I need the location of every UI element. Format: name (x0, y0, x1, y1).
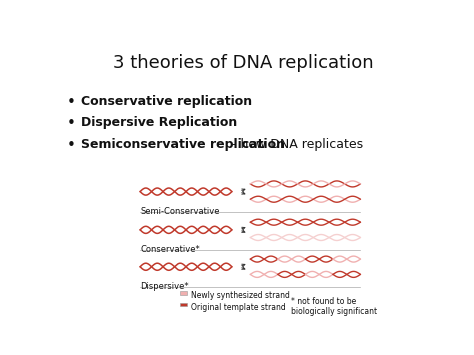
Text: Newly synthesized strand: Newly synthesized strand (191, 291, 290, 300)
Text: Conservative*: Conservative* (140, 245, 200, 254)
Bar (181, 303, 187, 306)
Bar (181, 291, 187, 295)
Text: Dispersive*: Dispersive* (140, 282, 189, 291)
Text: - how DNA replicates: - how DNA replicates (228, 138, 364, 151)
Text: •: • (66, 116, 75, 131)
Text: Conservative replication: Conservative replication (82, 94, 253, 108)
Text: Original template strand: Original template strand (191, 303, 285, 312)
Text: Dispersive Replication: Dispersive Replication (82, 116, 237, 130)
Text: •: • (66, 94, 75, 110)
Text: Semiconservative replication: Semiconservative replication (82, 138, 285, 151)
Text: * not found to be
biologically significant: * not found to be biologically significa… (291, 297, 377, 316)
Text: Semi-Conservative: Semi-Conservative (140, 207, 219, 216)
Text: 3 theories of DNA replication: 3 theories of DNA replication (113, 54, 373, 72)
Text: •: • (66, 138, 75, 153)
